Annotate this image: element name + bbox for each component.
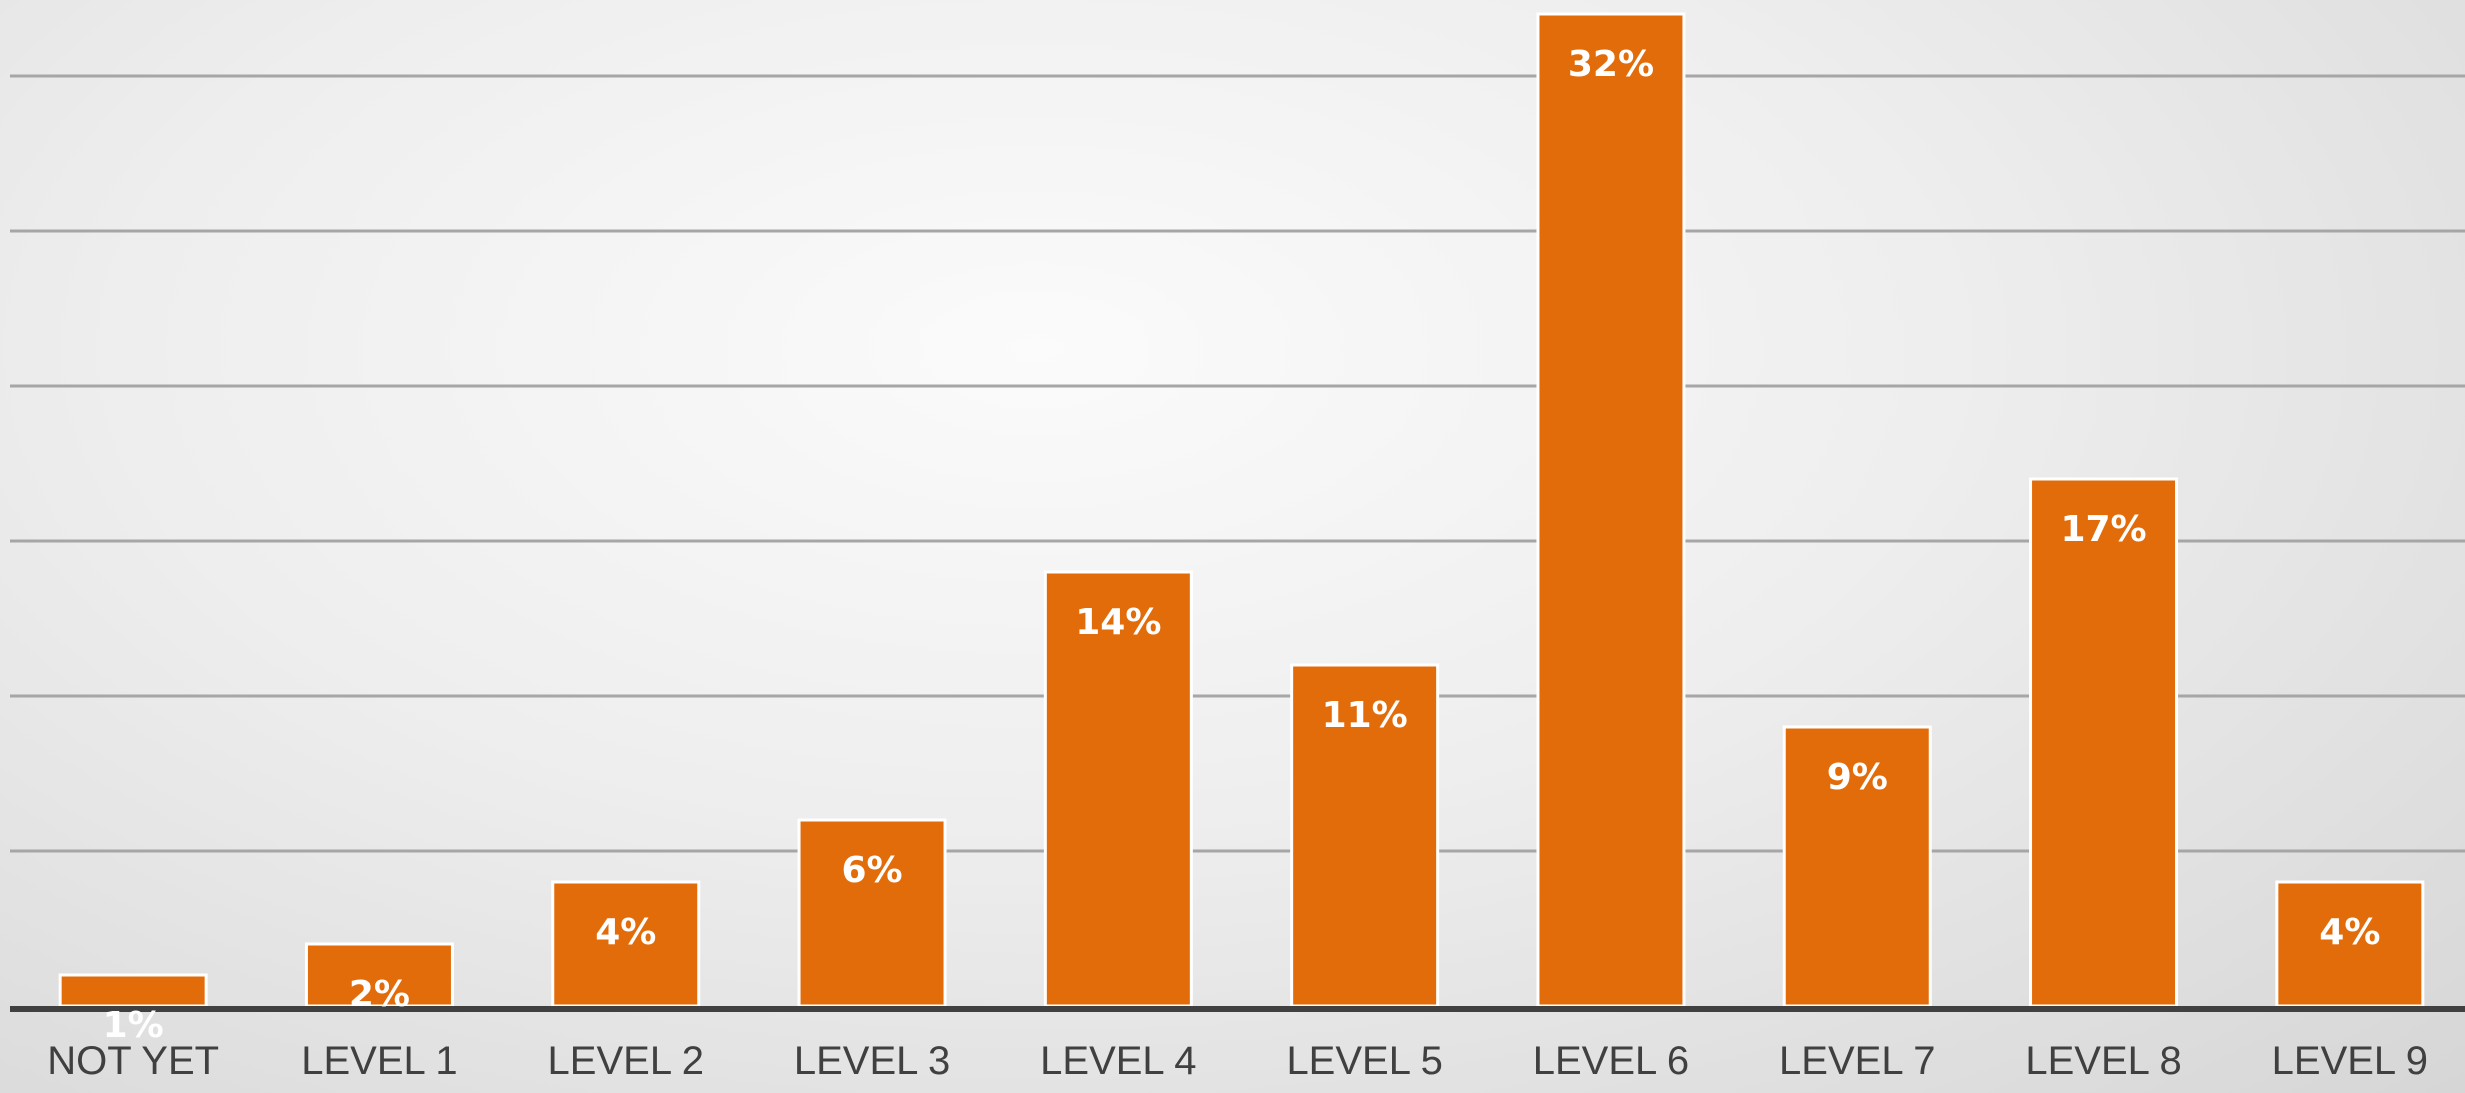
bar-level-7 <box>1782 725 1932 1008</box>
bar-level-9 <box>2275 880 2425 1008</box>
data-label: 9% <box>1827 757 1888 798</box>
bars <box>58 12 2425 1008</box>
category-label: LEVEL 9 <box>2272 1039 2428 1083</box>
data-labels: 1% 2% 4% 6% 14% 11% 32% 9% 17% 4% <box>103 44 2381 1046</box>
category-label: NOT YET <box>47 1039 219 1083</box>
category-label: LEVEL 6 <box>1533 1039 1689 1083</box>
bar-level-4 <box>1043 570 1193 1008</box>
bar-level-3 <box>797 818 947 1008</box>
data-label: 1% <box>103 1005 164 1046</box>
bar-level-5 <box>1290 663 1440 1008</box>
category-label: LEVEL 8 <box>2025 1039 2181 1083</box>
bar-level-8 <box>2029 477 2179 1008</box>
data-label: 11% <box>1322 695 1408 736</box>
bar-not-yet <box>58 973 208 1008</box>
data-label: 2% <box>349 974 410 1015</box>
data-label: 4% <box>595 912 656 953</box>
category-labels: NOT YET LEVEL 1 LEVEL 2 LEVEL 3 LEVEL 4 LEVEL… <box>47 1039 2428 1083</box>
data-label: 32% <box>1568 44 1654 85</box>
category-label: LEVEL 2 <box>548 1039 704 1083</box>
data-label: 6% <box>841 850 902 891</box>
bar-level-1 <box>304 942 454 1008</box>
category-label: LEVEL 7 <box>1779 1039 1935 1083</box>
category-label: LEVEL 4 <box>1040 1039 1196 1083</box>
category-label: LEVEL 1 <box>301 1039 457 1083</box>
bar-level-6 <box>1536 12 1686 1008</box>
data-label: 14% <box>1075 602 1161 643</box>
data-label: 4% <box>2319 912 2380 953</box>
bar-level-2 <box>551 880 701 1008</box>
data-label: 17% <box>2060 509 2146 550</box>
category-label: LEVEL 3 <box>794 1039 950 1083</box>
category-label: LEVEL 5 <box>1286 1039 1442 1083</box>
